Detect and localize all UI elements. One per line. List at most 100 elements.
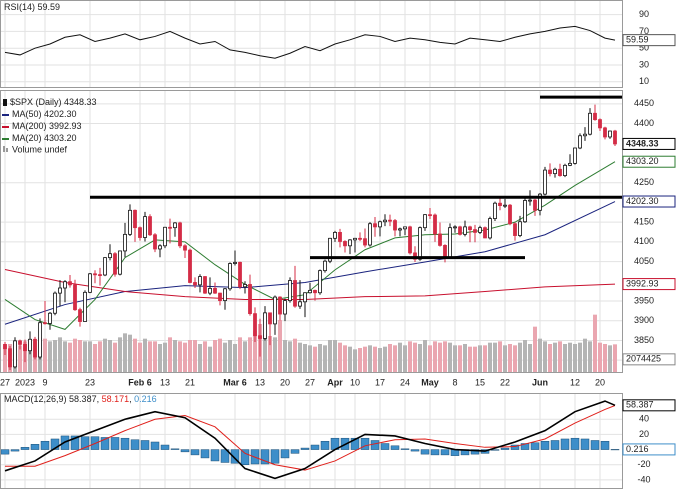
candle-body	[218, 292, 222, 302]
candle-body	[413, 252, 417, 260]
candle-body	[363, 238, 367, 246]
volume-bar	[483, 345, 487, 372]
candle-body	[158, 245, 162, 250]
volume-bar	[223, 342, 227, 372]
volume-bar	[568, 342, 572, 372]
volume-bar	[493, 342, 497, 372]
volume-bar	[3, 345, 7, 372]
candle-body	[88, 273, 92, 293]
candle-body	[8, 348, 12, 368]
volume-bar	[248, 337, 252, 372]
y-tick-label: -20	[637, 459, 650, 469]
candle-body	[203, 276, 207, 294]
candle-body	[108, 253, 112, 259]
volume-bar	[178, 341, 182, 372]
candle-body	[553, 168, 557, 175]
plots	[0, 25, 622, 480]
value-box	[622, 137, 676, 150]
candle-body	[448, 227, 452, 258]
macd-histogram-bar	[160, 444, 170, 450]
y-tick-label: 20	[639, 429, 649, 439]
volume-bar	[283, 340, 287, 372]
candle-body	[43, 322, 47, 325]
volume-bar	[343, 345, 347, 372]
volume-bar	[408, 341, 412, 372]
macd-histogram-bar	[390, 445, 400, 450]
x-tick-label: 9	[42, 377, 47, 387]
macd-legend: MACD(12,26,9) 58.387, 58.171, 0.216	[4, 394, 157, 404]
y-tick-label: 50	[639, 43, 649, 53]
macd-histogram-bar	[30, 444, 40, 450]
macd-histogram-bar	[300, 447, 310, 450]
candle-body	[68, 281, 72, 286]
candle-body	[283, 300, 287, 315]
candle-body	[358, 237, 362, 240]
volume-bar	[378, 348, 382, 372]
volume-bar	[353, 349, 357, 372]
candle-body	[238, 261, 242, 288]
volume-bar	[523, 340, 527, 372]
candle-body	[298, 301, 302, 307]
macd-histogram-bar	[400, 448, 410, 450]
y-tick-label: 90	[639, 9, 649, 19]
x-tick-label: 12	[570, 377, 580, 387]
volume-bar	[383, 346, 387, 372]
volume-bar	[163, 342, 167, 372]
candle-body	[408, 226, 412, 254]
volume-bar	[253, 330, 257, 372]
separator: ,	[129, 394, 134, 404]
candle-body	[528, 199, 532, 202]
macd-histogram-bar	[270, 449, 280, 464]
macd-histogram-bar	[190, 449, 200, 456]
volume-bar	[198, 344, 202, 372]
candle-body	[563, 164, 567, 177]
ma-last: 4202.30	[44, 109, 77, 119]
candle-body	[518, 221, 522, 236]
value-box	[622, 34, 676, 47]
volume-bar	[313, 346, 317, 372]
macd-histogram-bar	[440, 449, 450, 456]
volume-bar	[63, 341, 67, 372]
candle-body	[258, 335, 262, 339]
volume-bar	[578, 342, 582, 372]
volume-bar	[403, 345, 407, 372]
volume-bar	[228, 340, 232, 372]
value-box-label: 0.216	[626, 444, 649, 454]
candle-body	[608, 130, 612, 138]
macd-histogram-bar	[550, 440, 560, 450]
volume-legend: Volume undef	[12, 144, 68, 154]
volume-bar	[498, 341, 502, 372]
x-tick-label: 27	[305, 377, 315, 387]
y-tick-label: 40	[639, 414, 649, 424]
macd-histogram-bar	[600, 440, 610, 450]
volume-bar	[463, 344, 467, 372]
volume-bar	[338, 342, 342, 372]
ma-last: 3992.93	[49, 121, 82, 131]
volume-bar	[553, 342, 557, 372]
volume-bar	[538, 338, 542, 372]
candle-body	[33, 338, 37, 358]
candle-body	[573, 147, 577, 164]
rsi-line	[4, 25, 616, 59]
ma-legend: MA(50) 4202.30	[12, 109, 77, 119]
candle-body	[513, 223, 517, 236]
candle-body	[313, 289, 317, 294]
volume-bar	[298, 342, 302, 372]
candle-body	[568, 162, 572, 166]
volume-bar	[438, 342, 442, 372]
ma-name: MA(20)	[12, 133, 42, 143]
volume-bar	[478, 345, 482, 372]
candle-body	[143, 216, 147, 238]
candle-body	[348, 239, 352, 247]
candle-body	[153, 234, 157, 250]
candle-body	[403, 226, 407, 230]
candle-body	[48, 312, 52, 324]
candle-body	[343, 241, 347, 247]
value-box-label: 59.59	[626, 35, 649, 45]
candle-body	[498, 202, 502, 206]
candle-body	[263, 312, 267, 339]
candle-body	[288, 280, 292, 302]
volume-bar	[123, 333, 127, 372]
